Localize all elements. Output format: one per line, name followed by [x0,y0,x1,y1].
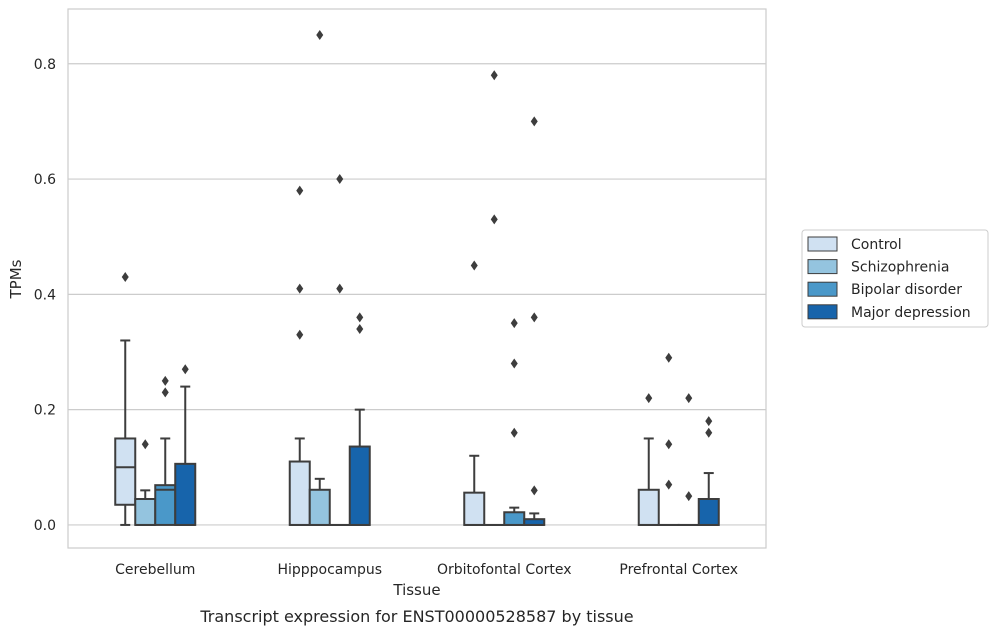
box-rect [134,498,157,526]
outlier-point [665,479,673,490]
legend-frame [801,229,989,328]
box-bipolar-disorder [503,318,526,526]
legend-label: Bipolar disorder [851,282,962,298]
outlier-point [490,70,498,81]
outlier-point [296,185,304,196]
outlier-point [181,364,189,375]
legend-swatch [807,304,838,320]
box-rect [154,484,177,526]
outlier-point [685,491,693,502]
box-rect [503,511,526,526]
box-bipolar-disorder [328,174,351,526]
outlier-point [356,323,364,334]
x-tick-label: Prefrontal Cortex [619,562,738,578]
legend-swatch [807,259,838,275]
legend-swatch [807,281,838,297]
box-schizophrenia [308,29,331,526]
y-tick-label: 0.8 [34,57,56,73]
box-control [288,185,311,526]
box-rect [174,462,197,526]
outlier-point [510,427,518,438]
outlier-point [705,427,713,438]
legend-label: Schizophrenia [851,260,949,276]
figure-caption: Transcript expression for ENST0000052858… [199,607,633,626]
outlier-point [665,352,673,363]
box-rect [288,460,311,526]
box-rect [697,498,720,526]
legend-swatch [807,236,838,252]
outlier-point [530,116,538,127]
legend: Control Schizophrenia Bipolar disorder Majo… [801,229,989,328]
outlier-point [356,312,364,323]
box-rect [114,437,137,506]
x-axis-ticks: Cerebellum Hipppocampus Orbitofontal Corte… [115,562,738,578]
box-groups [114,29,720,526]
outlier-point [645,393,653,404]
box-control [637,393,660,526]
box-control [114,272,137,526]
box-bipolar-disorder [677,393,700,526]
box-rect [348,445,371,526]
outlier-point [685,393,693,404]
outlier-point [665,439,673,450]
outlier-point [530,312,538,323]
outlier-point [296,329,304,340]
y-tick-label: 0.4 [34,287,56,303]
box-control [463,260,486,526]
legend-label: Major depression [851,305,971,321]
outlier-point [121,272,129,283]
box-major-depression [174,364,197,526]
outlier-point [510,358,518,369]
outlier-point [510,318,518,329]
box-major-depression [523,116,546,526]
legend-label: Control [851,237,902,253]
outlier-point [336,174,344,185]
box-rect [463,491,486,526]
outlier-point [490,214,498,225]
outlier-point [141,439,149,450]
box-schizophrenia [483,70,506,526]
plot-area [67,8,767,549]
outlier-point [470,260,478,271]
outlier-point [530,485,538,496]
outlier-point [316,29,324,40]
box-major-depression [697,416,720,526]
y-axis-label: TPMs [7,259,25,299]
x-tick-label: Orbitofontal Cortex [437,562,572,578]
box-rect [637,488,660,526]
y-tick-label: 0.6 [34,172,56,188]
outlier-point [296,283,304,294]
y-tick-label: 0.2 [34,403,56,419]
box-major-depression [348,312,371,526]
box-bipolar-disorder [154,375,177,526]
x-tick-label: Hipppocampus [277,562,382,578]
outlier-point [336,283,344,294]
x-tick-label: Cerebellum [115,562,195,578]
y-axis-ticks: 0.0 0.2 0.4 0.6 0.8 [34,57,56,534]
outlier-point [161,387,169,398]
x-axis-label: Tissue [392,581,440,599]
outlier-point [705,416,713,427]
y-tick-label: 0.0 [34,518,56,534]
box-rect [308,488,331,526]
outlier-point [161,375,169,386]
